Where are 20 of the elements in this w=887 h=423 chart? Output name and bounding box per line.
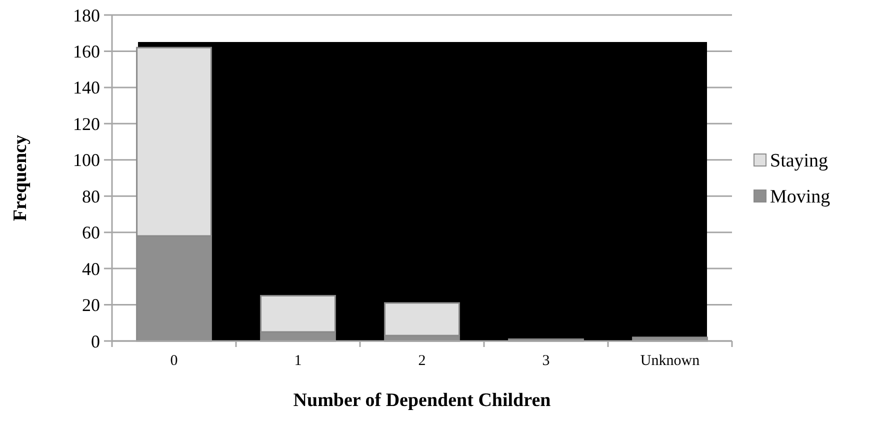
x-tick-label: 2 xyxy=(418,353,426,369)
bar xyxy=(384,302,460,336)
x-tick-label: 3 xyxy=(542,353,550,369)
y-tick-label: 40 xyxy=(82,258,100,279)
x-tick-label: Unknown xyxy=(640,353,700,369)
y-tick-label: 100 xyxy=(73,150,100,170)
y-tick-label: 160 xyxy=(73,42,100,62)
x-tick-label: 0 xyxy=(170,353,178,369)
legend-label: Staying xyxy=(770,150,829,172)
y-tick-label: 180 xyxy=(73,5,100,26)
x-axis-title: Number of Dependent Children xyxy=(293,390,552,411)
x-tick-label: 1 xyxy=(294,353,302,369)
y-tick-label: 20 xyxy=(82,295,100,316)
y-tick-label: 60 xyxy=(82,222,100,243)
y-tick-label: 140 xyxy=(73,78,100,98)
y-tick-label: 80 xyxy=(82,186,100,206)
y-axis-title: Frequency xyxy=(10,134,31,222)
y-tick-label: 120 xyxy=(73,114,100,134)
y-tick-label: 0 xyxy=(91,331,100,352)
legend-label: Moving xyxy=(770,186,831,208)
